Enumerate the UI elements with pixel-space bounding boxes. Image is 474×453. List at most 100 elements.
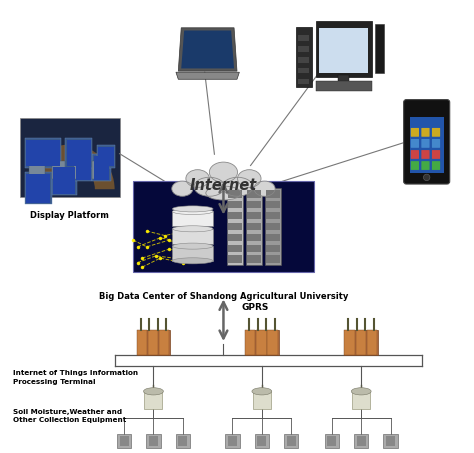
Ellipse shape (173, 258, 213, 264)
FancyBboxPatch shape (352, 391, 370, 410)
FancyBboxPatch shape (298, 79, 309, 84)
FancyBboxPatch shape (52, 165, 77, 195)
Ellipse shape (144, 388, 164, 395)
FancyBboxPatch shape (247, 245, 261, 252)
FancyBboxPatch shape (117, 434, 131, 448)
FancyBboxPatch shape (298, 46, 309, 52)
FancyBboxPatch shape (178, 437, 187, 446)
FancyBboxPatch shape (338, 75, 349, 89)
FancyBboxPatch shape (354, 434, 368, 448)
FancyBboxPatch shape (228, 223, 242, 230)
Text: Display Platform: Display Platform (30, 211, 109, 220)
Wedge shape (25, 145, 115, 189)
FancyBboxPatch shape (133, 181, 314, 272)
FancyBboxPatch shape (97, 145, 115, 168)
FancyBboxPatch shape (356, 330, 366, 355)
Polygon shape (176, 72, 239, 79)
FancyBboxPatch shape (386, 437, 395, 446)
FancyBboxPatch shape (173, 212, 213, 226)
FancyBboxPatch shape (65, 139, 92, 168)
FancyBboxPatch shape (173, 246, 213, 261)
FancyBboxPatch shape (265, 188, 281, 265)
Text: Big Data Center of Shandong Agricultural University: Big Data Center of Shandong Agricultural… (99, 292, 348, 301)
FancyBboxPatch shape (421, 139, 429, 148)
FancyBboxPatch shape (228, 212, 242, 219)
Ellipse shape (351, 388, 371, 395)
FancyBboxPatch shape (287, 437, 296, 446)
FancyBboxPatch shape (257, 437, 266, 446)
FancyBboxPatch shape (284, 434, 299, 448)
FancyBboxPatch shape (404, 100, 450, 184)
FancyBboxPatch shape (367, 330, 377, 355)
FancyBboxPatch shape (25, 172, 52, 204)
FancyBboxPatch shape (175, 434, 190, 448)
FancyBboxPatch shape (94, 155, 109, 180)
FancyBboxPatch shape (159, 330, 170, 355)
FancyBboxPatch shape (266, 212, 280, 219)
FancyBboxPatch shape (173, 229, 213, 244)
Ellipse shape (173, 206, 213, 212)
Ellipse shape (206, 186, 241, 200)
Ellipse shape (172, 181, 193, 196)
Ellipse shape (252, 388, 272, 395)
Ellipse shape (254, 181, 275, 196)
Text: Internet of Things Information: Internet of Things Information (13, 370, 138, 376)
FancyBboxPatch shape (325, 434, 339, 448)
FancyBboxPatch shape (247, 255, 261, 263)
FancyBboxPatch shape (20, 118, 119, 197)
FancyBboxPatch shape (247, 201, 261, 208)
FancyBboxPatch shape (52, 161, 65, 179)
Circle shape (423, 174, 430, 181)
FancyBboxPatch shape (266, 190, 280, 198)
FancyBboxPatch shape (253, 391, 271, 410)
FancyBboxPatch shape (247, 223, 261, 230)
FancyBboxPatch shape (266, 255, 280, 263)
Ellipse shape (173, 226, 213, 232)
FancyBboxPatch shape (298, 68, 309, 73)
FancyBboxPatch shape (148, 330, 158, 355)
FancyBboxPatch shape (228, 234, 242, 241)
FancyBboxPatch shape (411, 161, 419, 170)
FancyBboxPatch shape (245, 330, 279, 355)
FancyBboxPatch shape (411, 150, 419, 159)
FancyBboxPatch shape (26, 173, 51, 202)
FancyBboxPatch shape (411, 139, 419, 148)
FancyBboxPatch shape (356, 437, 366, 446)
FancyBboxPatch shape (383, 434, 398, 448)
FancyBboxPatch shape (246, 188, 262, 265)
FancyBboxPatch shape (228, 201, 242, 208)
FancyBboxPatch shape (432, 150, 440, 159)
Text: GPRS: GPRS (242, 304, 269, 312)
FancyBboxPatch shape (76, 155, 91, 180)
FancyBboxPatch shape (26, 140, 60, 166)
Ellipse shape (237, 170, 261, 188)
FancyBboxPatch shape (421, 150, 429, 159)
Polygon shape (181, 30, 234, 68)
FancyBboxPatch shape (53, 167, 75, 193)
Ellipse shape (186, 170, 210, 188)
FancyBboxPatch shape (225, 434, 240, 448)
FancyBboxPatch shape (432, 139, 440, 148)
FancyBboxPatch shape (410, 116, 444, 173)
FancyBboxPatch shape (266, 201, 280, 208)
FancyBboxPatch shape (432, 161, 440, 170)
FancyBboxPatch shape (247, 190, 261, 198)
FancyBboxPatch shape (137, 330, 147, 355)
FancyBboxPatch shape (296, 27, 312, 87)
FancyBboxPatch shape (255, 434, 269, 448)
FancyBboxPatch shape (266, 245, 280, 252)
Ellipse shape (222, 177, 253, 196)
FancyBboxPatch shape (145, 391, 163, 410)
FancyBboxPatch shape (316, 21, 372, 77)
FancyBboxPatch shape (228, 190, 242, 198)
FancyBboxPatch shape (228, 245, 242, 252)
FancyBboxPatch shape (119, 437, 128, 446)
FancyBboxPatch shape (344, 330, 355, 355)
FancyBboxPatch shape (74, 161, 88, 179)
FancyBboxPatch shape (266, 223, 280, 230)
FancyBboxPatch shape (267, 330, 278, 355)
FancyBboxPatch shape (146, 434, 161, 448)
Text: Processing Terminal: Processing Terminal (13, 379, 96, 386)
Ellipse shape (173, 208, 213, 215)
FancyBboxPatch shape (432, 128, 440, 137)
